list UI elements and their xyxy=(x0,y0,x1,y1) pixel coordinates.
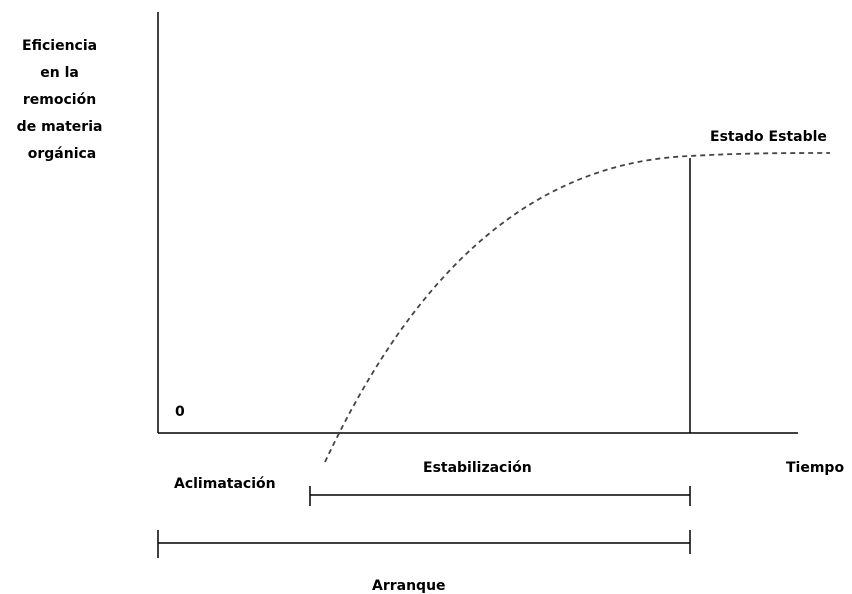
x-axis-label: Tiempo xyxy=(786,460,844,476)
y-axis-label-line-5: orgánica xyxy=(28,146,97,162)
y-axis-label: Eficiencia en la remoción de materia org… xyxy=(17,38,108,162)
y-axis-label-line-3: remoción xyxy=(23,92,96,108)
y-axis-label-line-1: Eficiencia xyxy=(22,38,97,54)
stabilization-label: Estabilización xyxy=(423,460,532,476)
startup-interval-bracket xyxy=(157,530,691,558)
steady-state-label: Estado Estable xyxy=(710,129,827,145)
efficiency-curve xyxy=(324,152,831,463)
y-axis-label-line-2: en la xyxy=(40,65,79,81)
origin-label: 0 xyxy=(175,404,185,420)
y-axis-label-line-4: de materia xyxy=(17,119,103,135)
acclimation-label: Aclimatación xyxy=(174,476,276,492)
startup-label: Arranque xyxy=(372,578,446,594)
stabilization-interval-bracket xyxy=(309,486,691,506)
